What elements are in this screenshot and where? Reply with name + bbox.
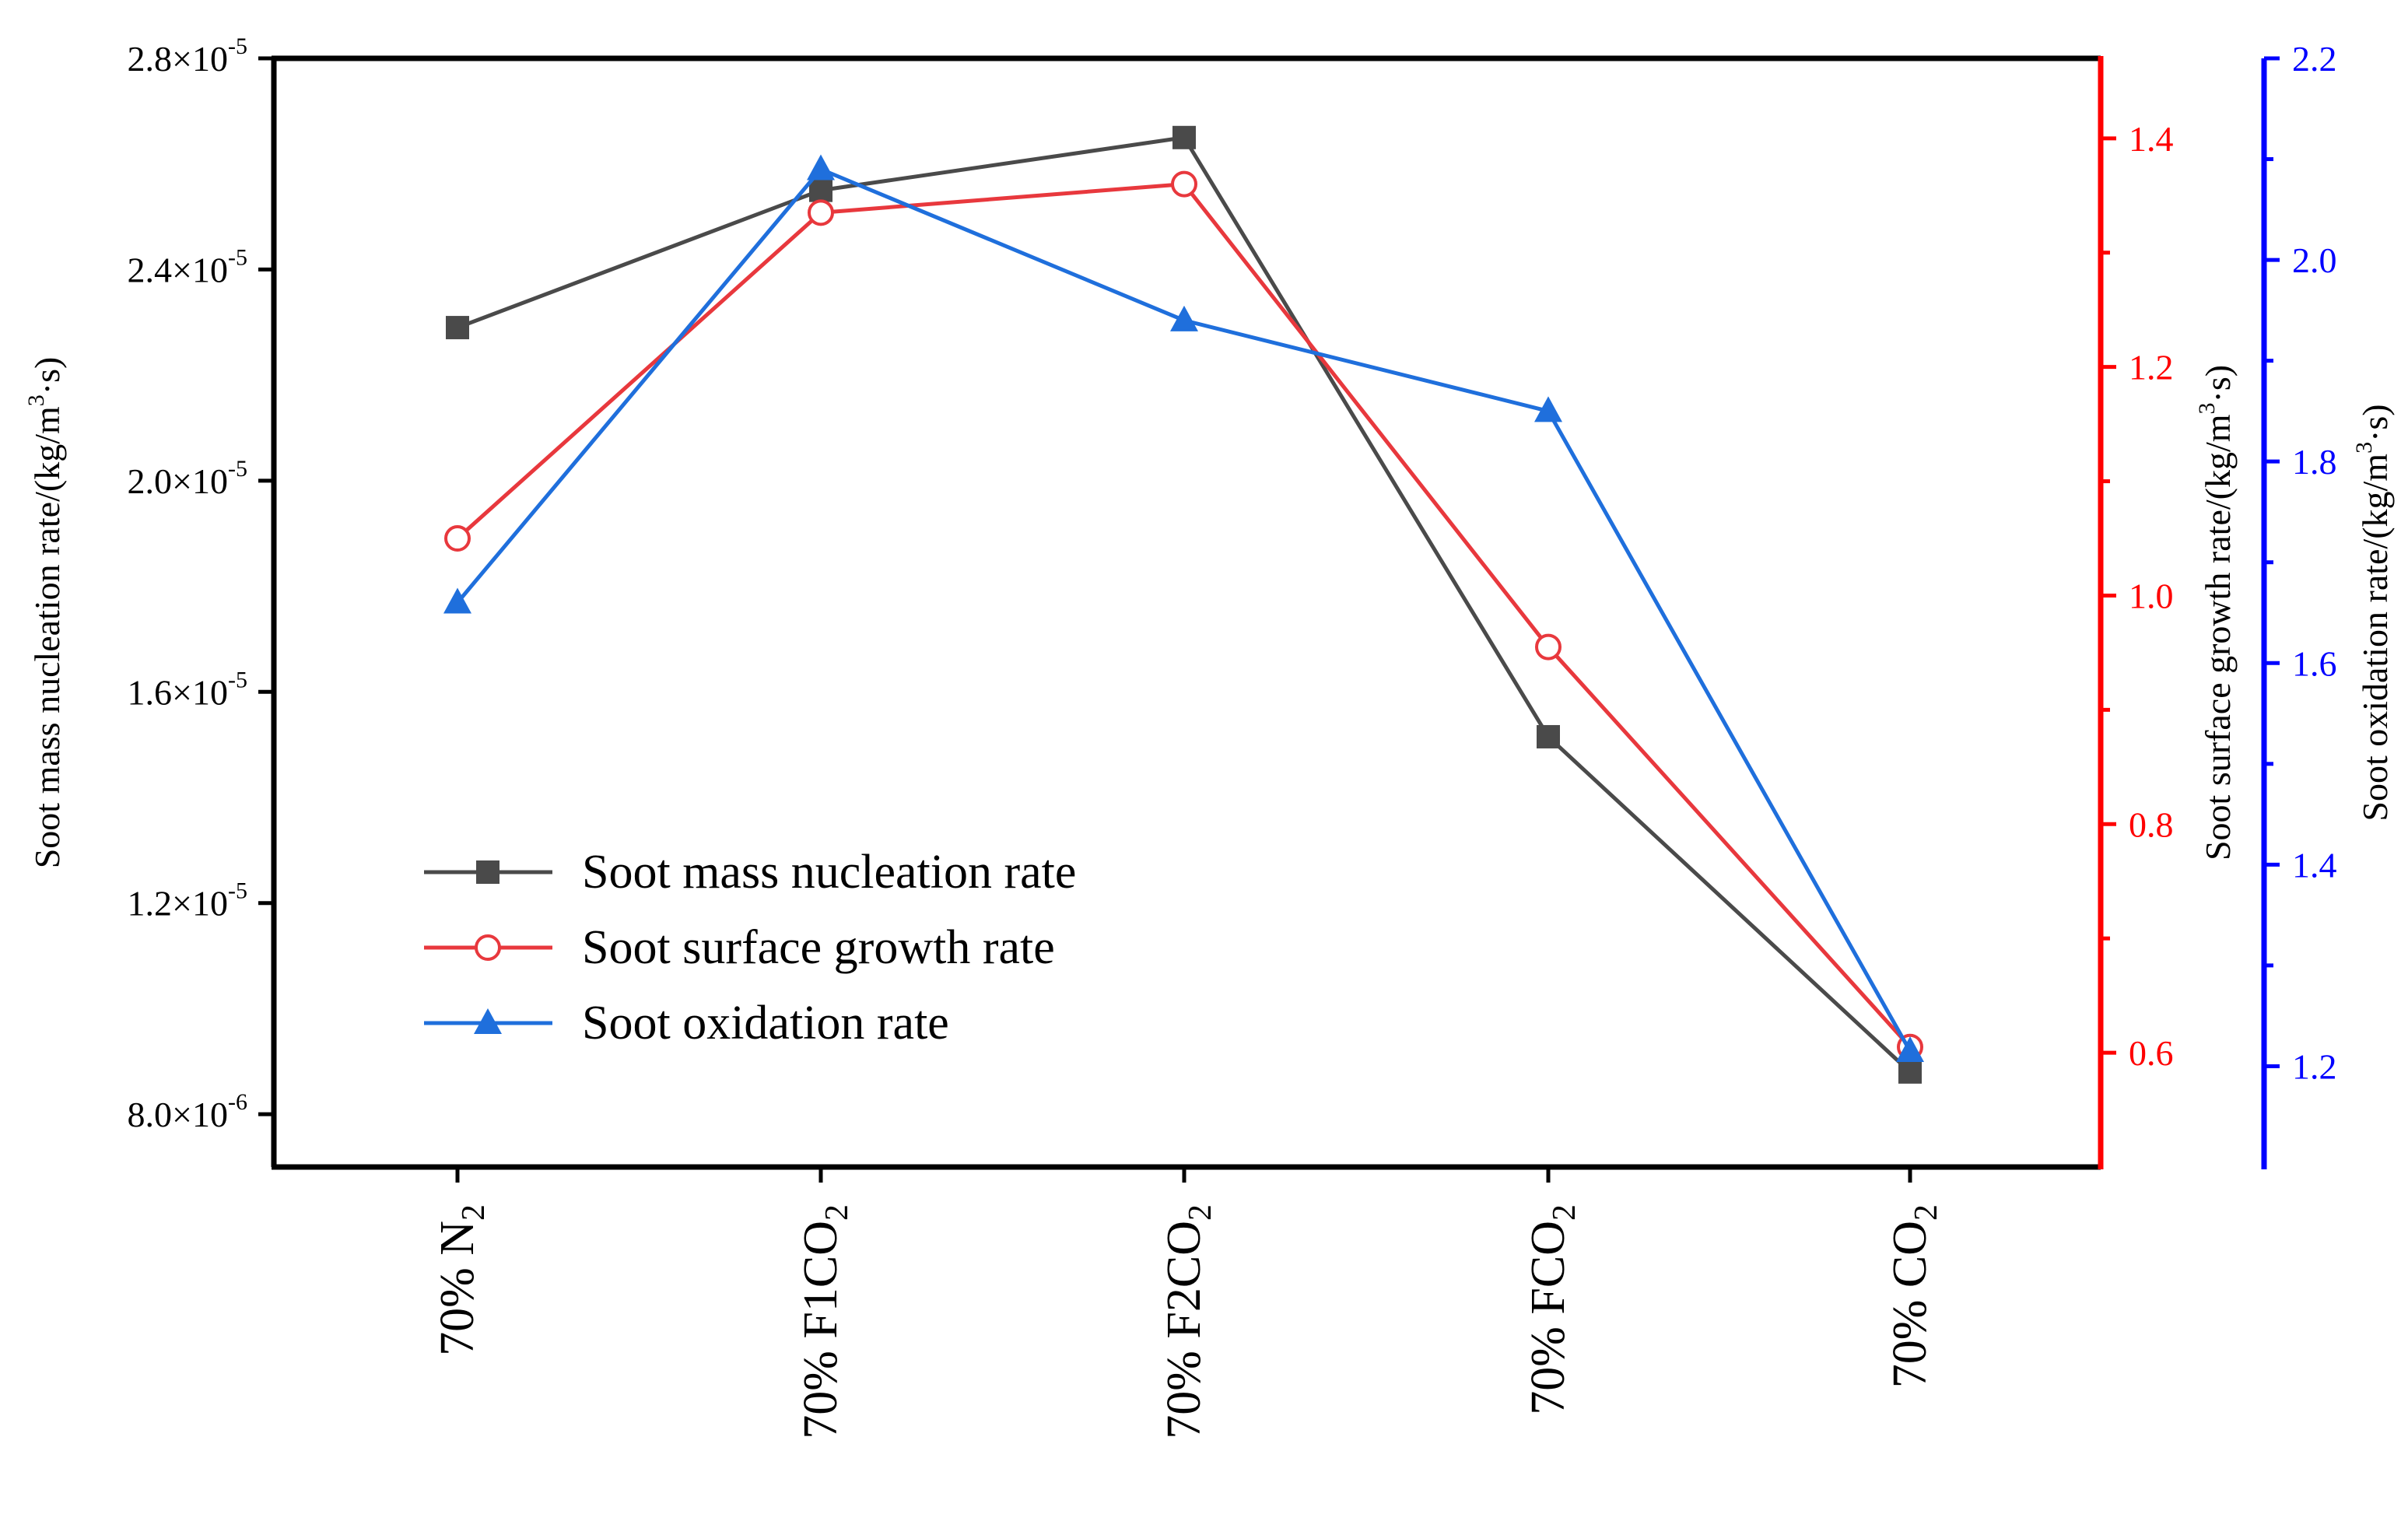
left-tick-label-2-part-0: 1.6×10 [128, 672, 228, 712]
left-tick-label-0-part-0: 8.0×10 [128, 1095, 228, 1134]
left-tick-label-5-part-0: 2.8×10 [128, 39, 228, 79]
left-axis-title: Soot mass nucleation rate/(kg/m3·s) [23, 357, 67, 869]
x-tick-label-0: 70% N2 [431, 1204, 492, 1356]
oxidation-tick-label-2: 1.6 [2292, 643, 2337, 683]
oxidation-axis-title-part-1: 3 [2351, 442, 2377, 454]
legend-label-growth: Soot surface growth rate [582, 921, 1055, 974]
series-growth-point-0 [444, 525, 471, 552]
x-tick-label-3-part-1: 2 [1547, 1204, 1583, 1221]
growth-axis-title: Soot surface growth rate/(kg/m3·s) [2194, 365, 2238, 860]
x-tick-label-0-part-0: 70% N [431, 1221, 484, 1356]
left-tick-label-4: 2.4×10-5 [128, 244, 247, 289]
growth-tick-label-0: 0.6 [2129, 1033, 2174, 1073]
legend-item-oxidation: Soot oxidation rate [424, 997, 949, 1050]
oxidation-axis-title: Soot oxidation rate/(kg/m3·s) [2351, 404, 2395, 821]
series-nucleation-point-3 [1537, 724, 1560, 748]
legend-item-nucleation: Soot mass nucleation rate [424, 846, 1076, 899]
series-nucleation-point-0 [446, 316, 469, 340]
oxidation-tick-label-4: 2.0 [2292, 240, 2337, 280]
series-nucleation-point-4 [1898, 1060, 1922, 1084]
left-axis-title-part-2: ·s) [27, 357, 67, 395]
x-tick-label-3-part-0: 70% FCO [1522, 1221, 1575, 1415]
x-tick-label-2: 70% F2CO2 [1158, 1204, 1218, 1439]
x-tick-label-2-part-1: 2 [1183, 1204, 1218, 1221]
growth-tick-label-1: 0.8 [2129, 804, 2174, 844]
left-tick-label-3-part-0: 2.0×10 [128, 461, 228, 501]
growth-axis-title-part-0: Soot surface growth rate/(kg/m [2198, 414, 2238, 860]
legend-label-nucleation: Soot mass nucleation rate [582, 846, 1076, 899]
series-oxidation-point-0 [443, 587, 471, 614]
legend-marker-oxidation [474, 1008, 502, 1034]
series-nucleation-point-1 [809, 178, 832, 202]
series-growth-point-2 [1171, 170, 1197, 198]
left-tick-label-0-part-1: -6 [228, 1089, 247, 1115]
left-tick-label-5: 2.8×10-5 [128, 33, 247, 79]
oxidation-tick-label-0: 1.2 [2292, 1046, 2337, 1086]
series-nucleation-point-2 [1172, 125, 1196, 149]
x-tick-label-1-part-0: 70% F1CO [794, 1221, 847, 1439]
legend-item-growth: Soot surface growth rate [424, 921, 1055, 974]
series-oxidation-line [456, 167, 1912, 1053]
x-tick-label-3: 70% FCO2 [1522, 1204, 1583, 1415]
left-tick-label-3: 2.0×10-5 [128, 456, 247, 501]
x-tick-label-1-part-1: 2 [819, 1204, 855, 1221]
series-nucleation [446, 125, 1922, 1084]
growth-tick-label-4: 1.4 [2129, 119, 2174, 159]
oxidation-tick-label-5: 2.2 [2292, 39, 2337, 79]
left-axis-title-part-0: Soot mass nucleation rate/(kg/m [27, 406, 67, 868]
series-oxidation-point-4 [1896, 1036, 1924, 1063]
series-growth-point-3 [1535, 633, 1562, 661]
legend-marker-growth [475, 934, 501, 961]
growth-axis-title-part-1: 3 [2194, 402, 2220, 414]
x-tick-label-4-part-0: 70% CO [1884, 1221, 1937, 1388]
left-tick-label-5-part-1: -5 [228, 33, 247, 59]
x-tick-label-0-part-1: 2 [456, 1204, 492, 1221]
legend: Soot mass nucleation rate Soot surface gr… [424, 846, 1076, 1050]
oxidation-tick-label-1: 1.4 [2292, 845, 2337, 885]
legend-label-oxidation: Soot oxidation rate [582, 997, 949, 1050]
left-tick-label-1-part-0: 1.2×10 [128, 884, 228, 923]
growth-axis-title-part-2: ·s) [2198, 365, 2238, 403]
series-oxidation [443, 154, 1924, 1063]
left-tick-label-2: 1.6×10-5 [128, 667, 247, 712]
series-growth-point-1 [808, 199, 834, 226]
left-tick-label-4-part-0: 2.4×10 [128, 250, 228, 289]
series-oxidation-point-1 [807, 154, 835, 180]
left-tick-label-1-part-1: -5 [228, 878, 247, 904]
oxidation-axis-title-part-0: Soot oxidation rate/(kg/m [2355, 454, 2395, 822]
left-tick-label-1: 1.2×10-5 [128, 878, 247, 923]
series-oxidation-point-3 [1534, 396, 1562, 422]
series-oxidation-point-2 [1170, 305, 1198, 331]
x-tick-label-4-part-1: 2 [1909, 1204, 1944, 1221]
left-axis-title-part-1: 3 [23, 394, 49, 406]
x-tick-label-4: 70% CO2 [1884, 1204, 1944, 1388]
oxidation-axis-title-part-2: ·s) [2355, 404, 2395, 442]
left-tick-label-0: 8.0×10-6 [128, 1089, 247, 1134]
growth-tick-label-3: 1.2 [2129, 348, 2174, 387]
left-tick-label-4-part-1: -5 [228, 244, 247, 270]
oxidation-tick-label-3: 1.8 [2292, 442, 2337, 482]
left-tick-label-3-part-1: -5 [228, 456, 247, 482]
left-tick-label-2-part-1: -5 [228, 667, 247, 692]
x-tick-label-1: 70% F1CO2 [794, 1204, 855, 1439]
series-layer [443, 125, 1924, 1084]
x-tick-label-2-part-0: 70% F2CO [1158, 1221, 1211, 1439]
axes-layer: 8.0×10-61.2×10-51.6×10-52.0×10-52.4×10-5… [23, 33, 2395, 1439]
legend-marker-nucleation [476, 860, 499, 884]
growth-tick-label-2: 1.0 [2129, 576, 2174, 615]
